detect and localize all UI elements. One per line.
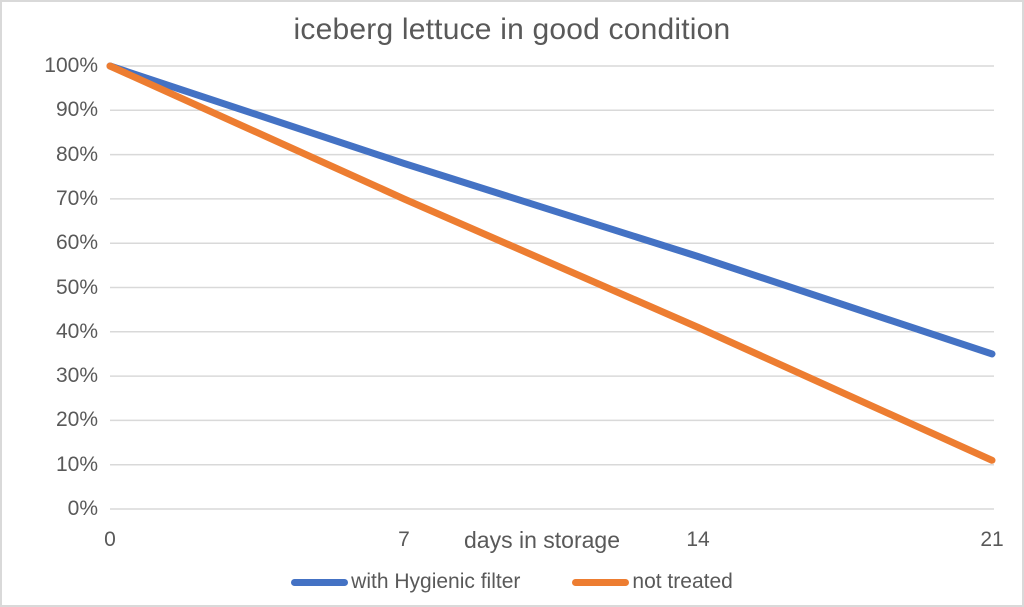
y-tick-label: 60% [55,231,98,255]
y-tick-label: 0% [67,497,98,520]
x-axis-title: days in storage [464,527,620,553]
chart-title: iceberg lettuce in good condition [293,13,731,46]
y-tick-label: 10% [55,452,98,476]
legend-label: not treated [632,570,733,593]
legend-swatch-icon [291,578,349,586]
y-tick-label: 30% [55,364,98,388]
y-tick-label: 20% [55,408,98,432]
y-tick-label: 50% [55,275,98,299]
legend-label: with Hygienic filter [351,570,521,593]
x-tick-label: 14 [686,528,710,551]
y-tick-label: 40% [55,319,98,343]
y-tick-label: 70% [55,186,98,210]
series-line-1 [106,62,996,464]
legend-swatch-icon [572,578,630,586]
y-tick-label: 80% [55,142,98,166]
x-tick-label: 7 [398,528,410,551]
legend-item-0: with Hygienic filter [291,570,520,594]
y-tick-label: 90% [55,98,98,122]
x-tick-label: 21 [980,528,1004,551]
y-tick-label: 100% [44,54,98,77]
series-line-0 [106,62,996,358]
legend: with Hygienic filter not treated [2,570,1022,594]
legend-item-1: not treated [572,570,733,594]
x-tick-label: 0 [104,528,116,551]
